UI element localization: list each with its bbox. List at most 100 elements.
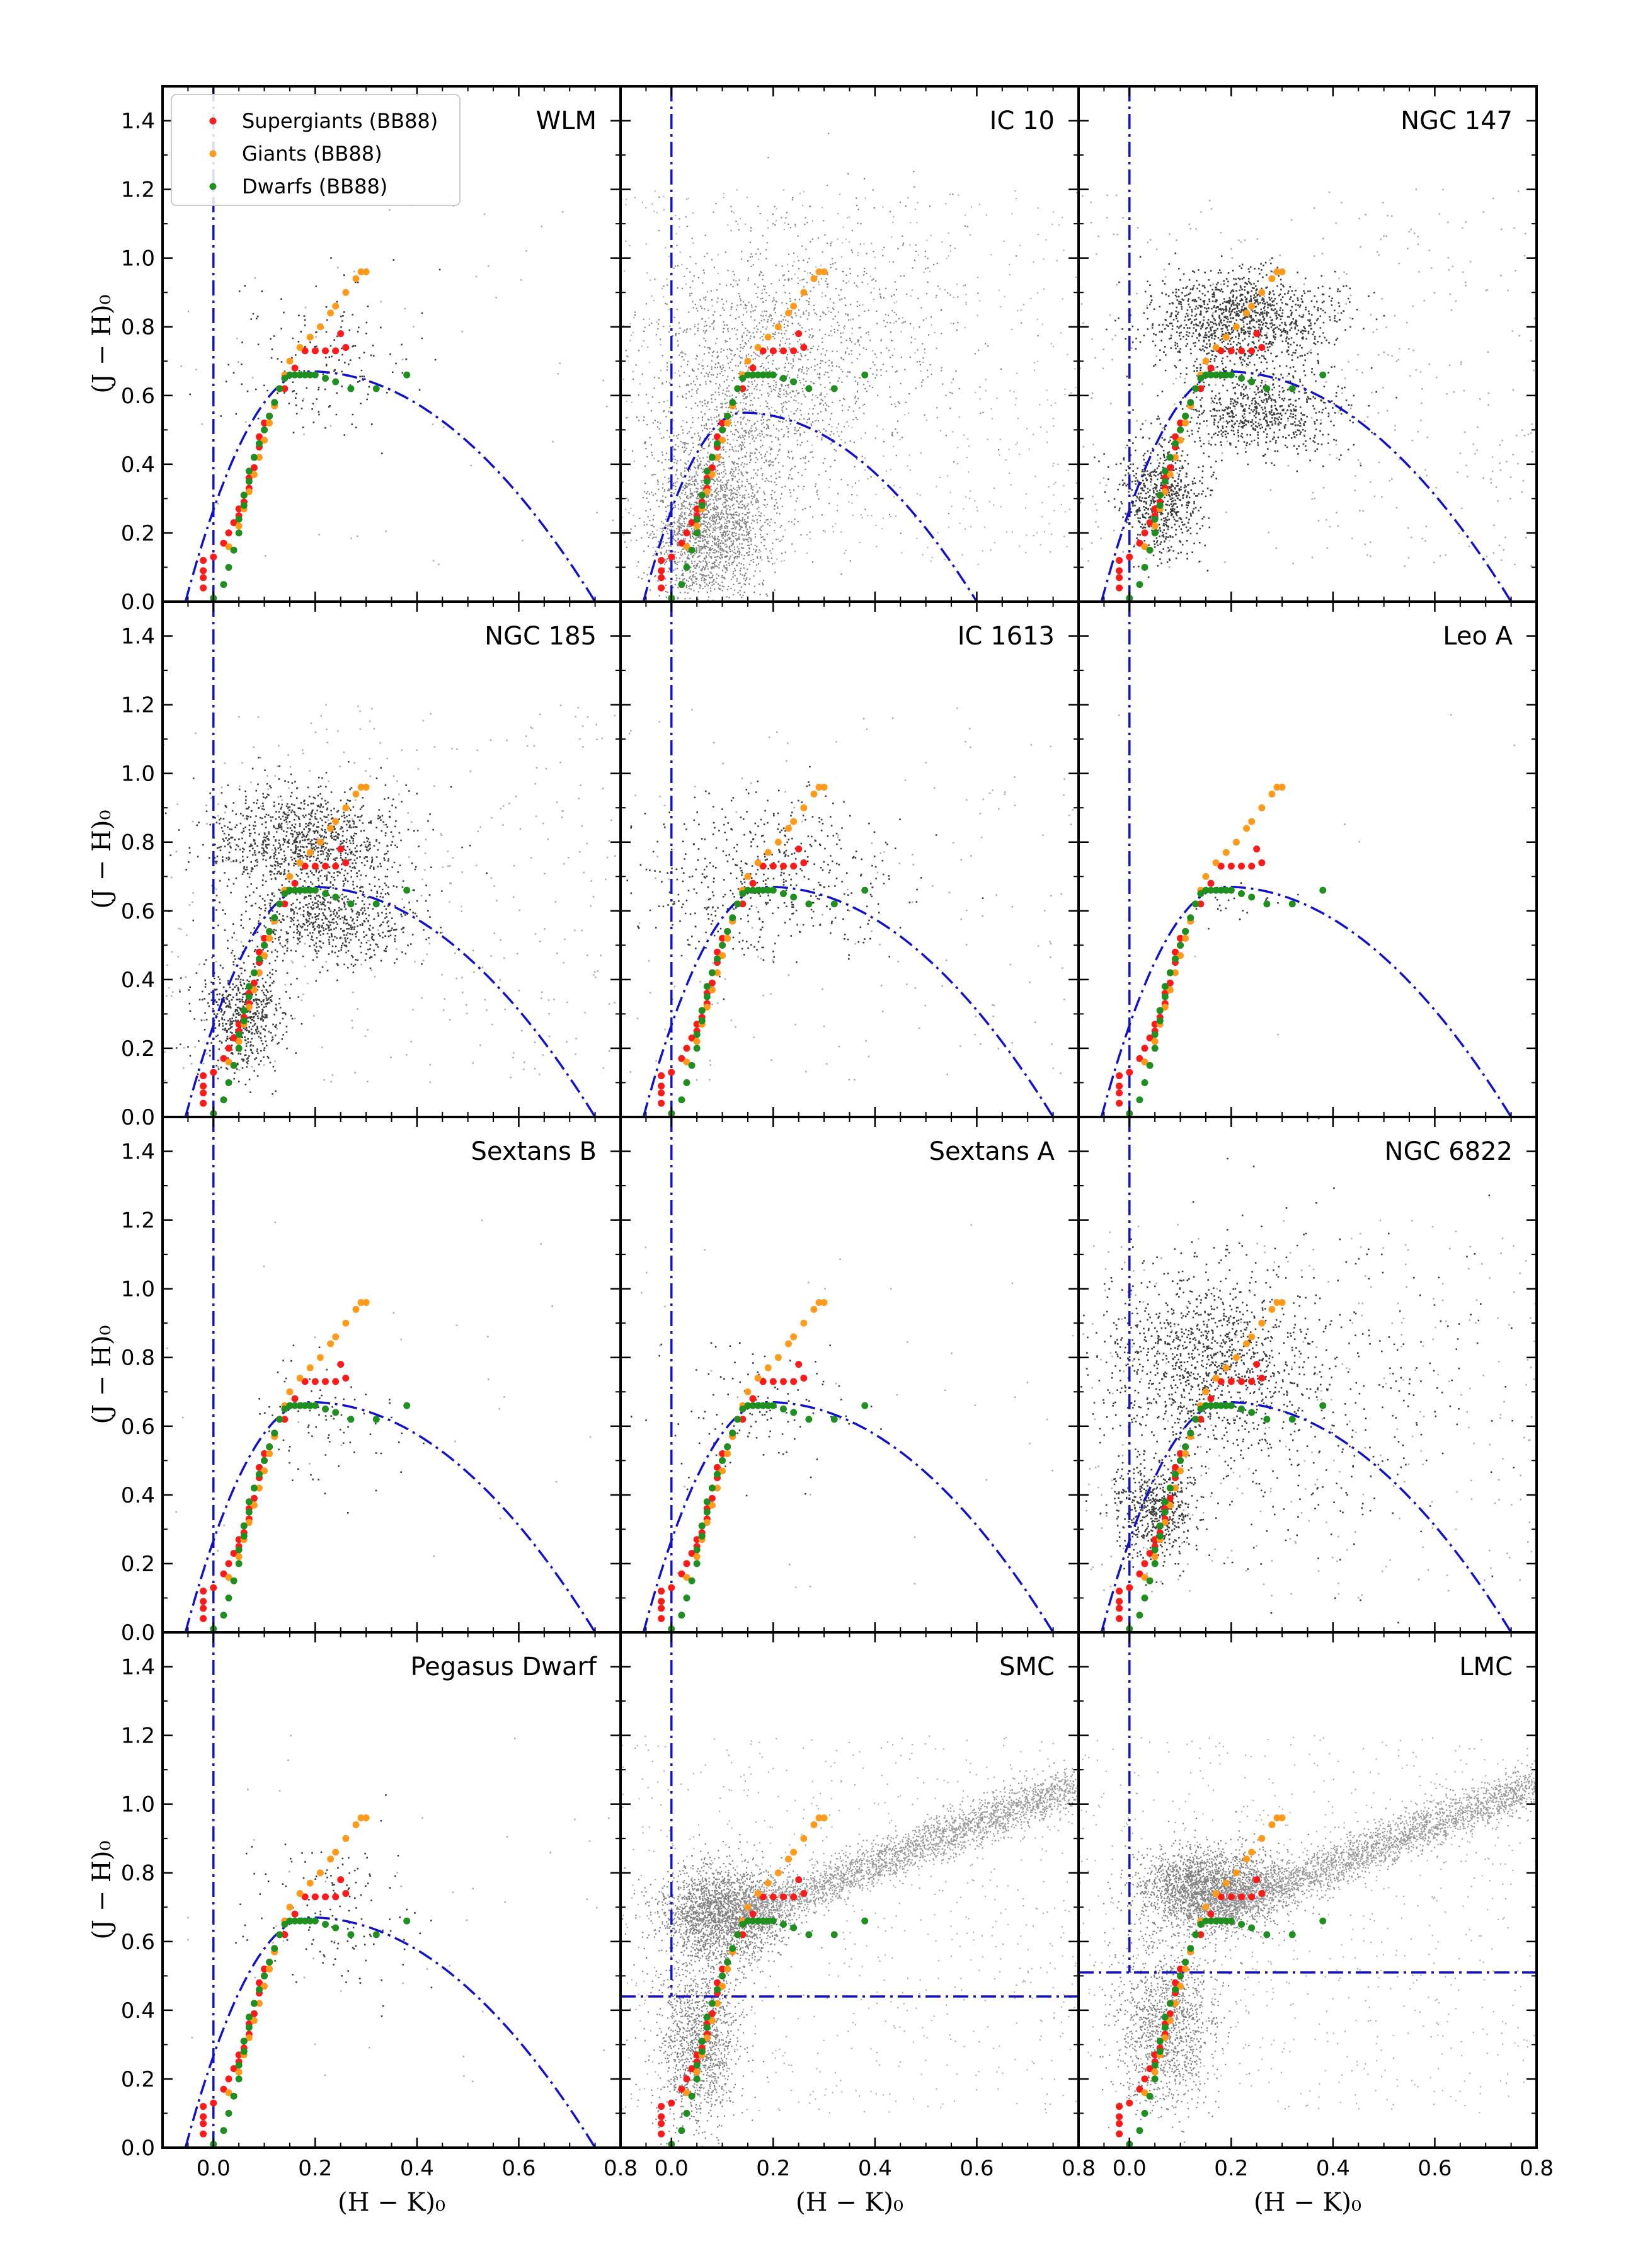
data-point xyxy=(245,1508,253,1516)
data-point xyxy=(250,2000,258,2007)
data-point xyxy=(683,563,690,571)
data-point xyxy=(688,1034,696,1042)
data-point xyxy=(316,1354,324,1361)
faint-sources xyxy=(1118,714,1516,1036)
data-point xyxy=(749,364,757,372)
data-point xyxy=(1151,1045,1159,1052)
data-point xyxy=(281,1406,289,1413)
data-point xyxy=(1202,357,1210,365)
data-point xyxy=(1151,1021,1159,1028)
data-point xyxy=(1171,1470,1179,1478)
data-point xyxy=(250,2017,258,2024)
series-giants xyxy=(683,268,828,551)
data-point xyxy=(759,862,767,870)
data-point xyxy=(1288,1416,1296,1423)
data-point xyxy=(719,952,726,959)
data-point xyxy=(250,969,258,976)
source-points xyxy=(1079,1734,1537,2148)
y-axis-title: (J − H)₀ xyxy=(88,1325,117,1424)
data-point xyxy=(1268,1305,1276,1313)
data-point xyxy=(713,1484,721,1492)
data-point xyxy=(372,1416,380,1423)
data-point xyxy=(255,948,263,956)
x-tick-label: 0.4 xyxy=(400,2156,434,2181)
data-point xyxy=(810,790,818,798)
y-tick-label: 0.0 xyxy=(121,590,155,615)
data-point xyxy=(321,1921,329,1928)
data-point xyxy=(790,893,798,901)
data-point xyxy=(774,1354,782,1361)
data-point xyxy=(754,859,762,866)
data-point xyxy=(1207,1917,1215,1925)
data-point xyxy=(1116,567,1123,575)
data-point xyxy=(693,2075,701,2083)
data-point xyxy=(658,574,665,581)
data-point xyxy=(1227,1402,1235,1409)
data-point xyxy=(1141,1574,1148,1581)
data-point xyxy=(1197,385,1205,392)
data-point xyxy=(220,1612,227,1619)
data-point xyxy=(779,347,787,355)
data-point xyxy=(296,371,304,379)
data-point xyxy=(703,467,711,475)
source-points xyxy=(169,194,614,566)
data-point xyxy=(1177,1983,1184,1990)
data-point xyxy=(1248,378,1256,386)
boundary-curve xyxy=(184,1400,597,1632)
data-point xyxy=(688,546,696,554)
data-point xyxy=(810,275,818,282)
data-point xyxy=(250,471,258,478)
data-point xyxy=(240,491,248,499)
data-point xyxy=(683,2109,690,2117)
data-point xyxy=(1243,825,1251,832)
y-tick-label: 0.8 xyxy=(121,1346,155,1371)
data-point xyxy=(291,1395,299,1402)
data-point xyxy=(1202,1388,1210,1395)
data-point xyxy=(1212,1917,1220,1925)
data-point xyxy=(1248,1893,1256,1901)
data-point xyxy=(1171,955,1179,963)
data-point xyxy=(225,543,232,551)
data-point xyxy=(683,1574,690,1581)
y-tick-label: 0.6 xyxy=(121,899,155,924)
data-point xyxy=(764,333,772,341)
data-point xyxy=(678,1096,685,1104)
y-tick-label: 0.8 xyxy=(121,1861,155,1886)
y-tick-label: 1.2 xyxy=(121,1208,155,1234)
legend-label: Giants (BB88) xyxy=(242,142,382,166)
data-point xyxy=(1136,539,1143,547)
y-tick-label: 1.4 xyxy=(121,1655,155,1680)
data-point xyxy=(769,1917,777,1925)
data-point xyxy=(708,2000,716,2007)
data-point xyxy=(683,1058,690,1066)
data-point xyxy=(352,790,360,798)
data-point xyxy=(678,1570,685,1578)
data-point xyxy=(200,574,207,581)
data-point xyxy=(713,433,721,440)
data-point xyxy=(708,1484,716,1492)
panel-title: Pegasus Dwarf xyxy=(410,1652,597,1681)
data-point xyxy=(1141,529,1148,537)
data-point xyxy=(693,1031,701,1038)
data-point xyxy=(230,2065,238,2073)
data-point xyxy=(1258,1835,1266,1842)
data-point xyxy=(362,783,370,791)
x-tick-label: 0.4 xyxy=(1316,2156,1350,2181)
data-point xyxy=(200,1615,207,1622)
data-point xyxy=(724,1959,731,1966)
data-point xyxy=(749,1395,757,1402)
data-point xyxy=(678,2127,685,2134)
data-point xyxy=(769,1378,777,1385)
data-point xyxy=(815,1298,823,1306)
data-point xyxy=(790,1378,798,1385)
data-point xyxy=(734,900,742,908)
data-point xyxy=(266,413,273,420)
data-point xyxy=(200,2130,207,2138)
data-point xyxy=(1263,385,1271,392)
data-point xyxy=(245,983,253,990)
data-point xyxy=(250,1484,258,1492)
data-point xyxy=(1187,399,1194,406)
data-point xyxy=(774,839,782,846)
data-point xyxy=(291,1402,299,1409)
data-point xyxy=(724,934,731,942)
